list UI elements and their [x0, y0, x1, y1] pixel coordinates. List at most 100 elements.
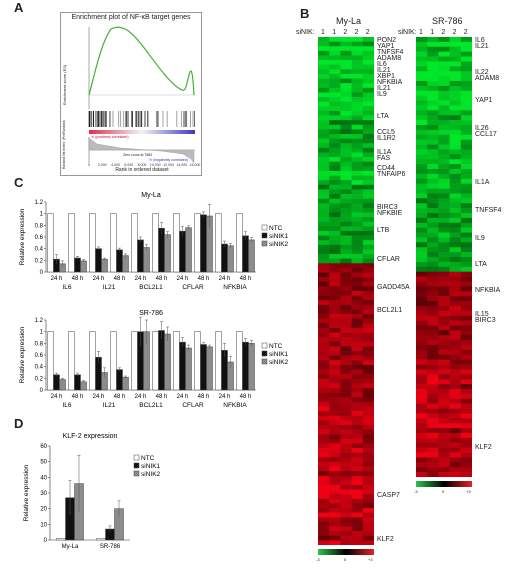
chart-title: SR-786	[139, 310, 163, 317]
heatmap-cell	[329, 424, 341, 430]
heatmap-cell	[329, 175, 341, 181]
heatmap-cell	[340, 78, 352, 84]
heatmap-cell	[416, 315, 428, 321]
heatmap-cell	[351, 212, 364, 218]
heatmap-cell	[416, 76, 428, 82]
heatmap-cell	[460, 413, 472, 419]
heatmap-cell	[427, 310, 439, 316]
heatmap-cell	[318, 327, 330, 333]
heatmap-cell	[460, 105, 472, 111]
heatmap-cell	[318, 87, 330, 93]
heatmap-cell	[460, 345, 472, 351]
x-tick-label: 48 h	[240, 276, 252, 282]
heatmap-cell	[362, 401, 374, 407]
heatmap-cell	[318, 60, 330, 66]
heatmap-cell	[449, 173, 462, 180]
gsea-xtick-label: 4,000	[111, 163, 120, 167]
heatmap-cell	[329, 309, 341, 315]
x-tick-label: 48 h	[114, 276, 126, 282]
heatmap-cell	[416, 325, 428, 331]
heatmap-cell	[460, 232, 472, 238]
scale-mid-sr786: 0	[442, 489, 445, 494]
heatmap-cell	[362, 207, 374, 213]
heatmap-cell	[416, 51, 428, 57]
heatmap-cell	[362, 254, 374, 259]
heatmap-column-label: 2	[343, 29, 348, 36]
heatmap-cell	[427, 227, 439, 233]
heatmap-cell	[416, 266, 428, 272]
heatmap-cell	[329, 526, 341, 532]
heatmap-cell	[449, 41, 462, 48]
heatmap-cell	[362, 535, 374, 541]
heatmap-cell	[438, 428, 450, 434]
heatmap-column-label: 2	[452, 29, 457, 36]
heatmap-cell	[449, 188, 462, 194]
heatmap-cell	[329, 87, 341, 93]
heatmap-cell	[362, 175, 374, 181]
gene-label: IL1A	[377, 149, 392, 156]
heatmap-cell	[427, 134, 439, 140]
heatmap-cell	[427, 115, 439, 121]
heatmap-cell	[416, 447, 428, 453]
bar-ntc	[215, 213, 222, 273]
heatmap-cell	[351, 415, 364, 421]
y-axis-label: Relative expression	[19, 208, 26, 265]
heatmap-cell	[416, 100, 428, 106]
heatmap-cell	[362, 110, 374, 116]
heatmap-cell	[340, 420, 352, 426]
heatmap-cell	[427, 389, 439, 395]
heatmap-cell	[460, 315, 472, 321]
heatmap-cell	[318, 452, 330, 458]
heatmap-cell	[318, 448, 330, 453]
heatmap-cell	[460, 305, 472, 312]
heatmap-cell	[362, 494, 374, 500]
heatmap-cell	[460, 100, 472, 106]
bar-sinik2	[80, 260, 87, 273]
y-tick-label: 0	[40, 270, 44, 276]
heatmap-cell	[449, 447, 462, 453]
heatmap-cell	[362, 97, 374, 102]
heatmap-cell	[449, 364, 462, 370]
heatmap-cell	[416, 345, 428, 351]
heatmap-cell	[329, 503, 341, 509]
heatmap-cell	[318, 83, 330, 89]
heatmap-cell	[329, 226, 341, 232]
heatmap-cell	[351, 411, 364, 416]
x-tick-label: 24 h	[93, 276, 105, 282]
heatmap-cell	[438, 217, 450, 224]
heatmap-cell	[438, 393, 450, 400]
heatmap-cell	[416, 462, 428, 468]
heatmap-cell	[329, 420, 341, 426]
x-tick-label: 48 h	[114, 394, 126, 400]
heatmap-cell	[318, 374, 330, 380]
heatmap-cell	[427, 330, 439, 336]
gene-label: IL6	[475, 37, 485, 44]
heatmap-cell	[460, 301, 472, 307]
heatmap-cell	[449, 125, 462, 131]
heatmap-cell	[329, 69, 341, 75]
heatmap-cell	[340, 101, 352, 107]
heatmap-cell	[340, 73, 352, 79]
heatmap-cell	[340, 503, 352, 509]
heatmap-cell	[449, 384, 462, 390]
heatmap-cell	[460, 242, 472, 248]
gene-label: KLF2	[475, 444, 492, 451]
heatmap-cell	[340, 106, 352, 112]
heatmap-cell	[438, 447, 450, 453]
heatmap-cell	[329, 323, 341, 329]
heatmap-cell	[362, 277, 374, 283]
gene-label: YAP1	[475, 97, 493, 104]
y-tick-label: 0.6	[35, 353, 44, 359]
heatmap-cell	[416, 364, 428, 370]
heatmap-cell	[416, 354, 428, 360]
heatmap-cell	[438, 242, 450, 248]
heatmap-cell	[460, 452, 472, 458]
heatmap-cell	[340, 272, 352, 278]
heatmap-cell	[416, 276, 428, 282]
heatmap-cell	[427, 100, 439, 106]
group-label: IL6	[62, 284, 71, 291]
heatmap-cell	[329, 267, 341, 273]
gene-label: IL21	[475, 43, 489, 50]
heatmap-cell	[427, 173, 439, 180]
bar-ntc	[47, 331, 54, 391]
